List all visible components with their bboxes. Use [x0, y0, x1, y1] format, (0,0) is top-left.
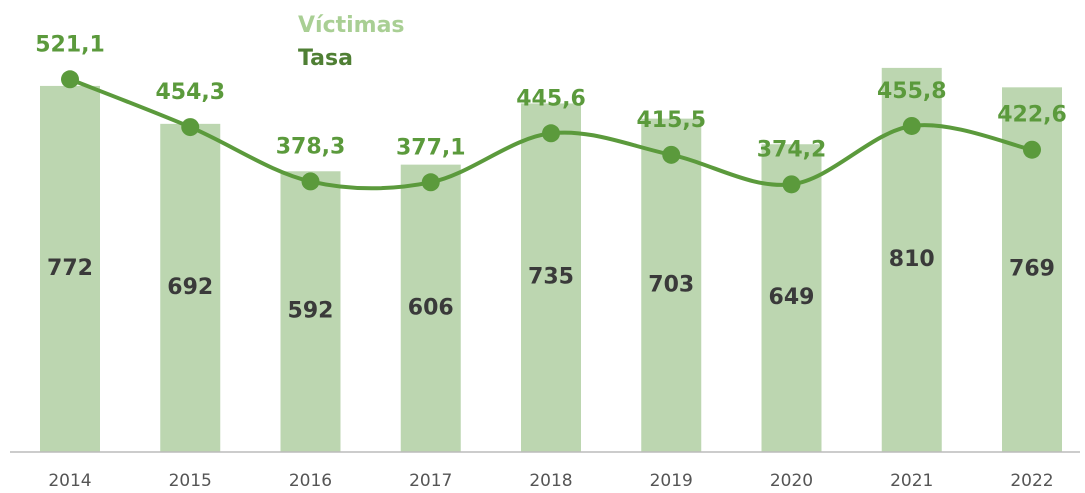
x-tick-label: 2017 — [409, 471, 452, 491]
bar-value-label: 692 — [167, 275, 213, 300]
line-marker — [181, 118, 200, 137]
line-value-label: 445,6 — [516, 86, 586, 111]
bar-value-label: 592 — [288, 299, 334, 324]
line-value-label: 377,1 — [396, 135, 466, 160]
bar-value-label: 772 — [47, 256, 93, 281]
line-value-label: 374,2 — [757, 137, 827, 162]
line-value-label: 378,3 — [276, 134, 346, 159]
line-marker — [301, 172, 320, 191]
bar-value-label: 810 — [889, 247, 935, 272]
legend-line: Tasa — [298, 46, 353, 71]
line-marker — [662, 145, 681, 164]
bar — [280, 171, 341, 453]
x-tick-label: 2021 — [890, 471, 933, 491]
x-tick-label: 2022 — [1010, 471, 1053, 491]
line-value-label: 455,8 — [877, 79, 947, 104]
line-marker — [542, 124, 560, 143]
bar-value-label: 769 — [1009, 257, 1055, 282]
line-value-label: 454,3 — [155, 80, 225, 105]
line-marker — [1023, 140, 1041, 159]
x-tick-label: 2020 — [770, 471, 813, 491]
bar — [400, 164, 461, 453]
bar-value-label: 606 — [408, 295, 454, 320]
line-marker — [782, 175, 801, 194]
line-marker — [421, 173, 440, 192]
x-tick-label: 2018 — [529, 471, 572, 491]
legend-bars: Víctimas — [298, 13, 405, 38]
bar-value-label: 735 — [528, 265, 574, 290]
line-marker — [902, 116, 921, 135]
bar — [761, 144, 822, 452]
bar — [40, 85, 100, 453]
x-tick-label: 2014 — [48, 471, 91, 491]
bar — [641, 118, 702, 453]
line-value-label: 422,6 — [997, 103, 1067, 128]
bar — [160, 123, 221, 453]
line-value-label: 415,5 — [636, 108, 706, 133]
line-marker — [61, 70, 79, 89]
bar — [521, 103, 581, 452]
line-value-label: 521,1 — [35, 32, 105, 57]
x-tick-label: 2016 — [289, 471, 332, 491]
bar-value-label: 649 — [769, 285, 815, 310]
x-tick-label: 2015 — [169, 471, 212, 491]
bar-value-label: 703 — [648, 272, 694, 297]
x-tick-label: 2019 — [650, 471, 693, 491]
